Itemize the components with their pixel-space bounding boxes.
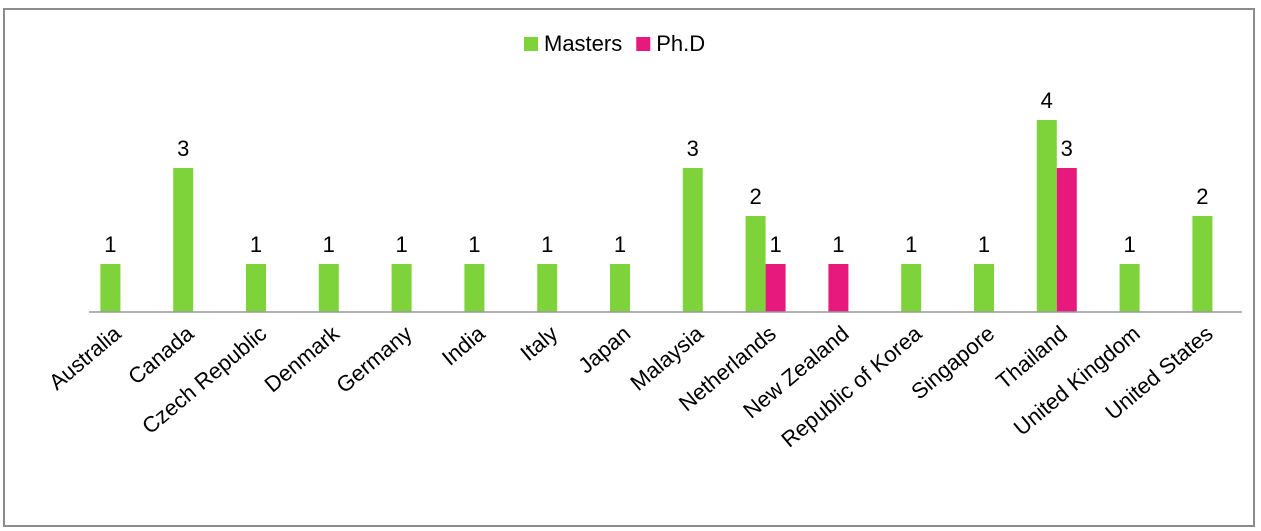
data-label-masters-australia: 1: [104, 232, 116, 257]
legend-label-ph-d: Ph.D: [656, 31, 705, 56]
bar-ph-d-netherlands: [765, 264, 786, 312]
data-label-masters-thailand: 4: [1041, 88, 1053, 113]
data-label-masters-singapore: 1: [978, 232, 990, 257]
bar-masters-thailand: [1036, 120, 1057, 312]
bar-masters-italy: [537, 264, 558, 312]
legend: Masters Ph.D: [524, 31, 705, 56]
category-label-germany: Germany: [331, 321, 416, 398]
category-label-india: India: [437, 320, 490, 370]
bar-ph-d-new-zealand: [828, 264, 849, 312]
legend-swatch-ph-d: [636, 37, 651, 51]
bar-masters-canada: [173, 168, 194, 312]
data-label-masters-italy: 1: [541, 232, 553, 257]
bar-masters-malaysia: [682, 168, 703, 312]
data-label-masters-united-states: 2: [1196, 184, 1208, 209]
data-label-masters-japan: 1: [614, 232, 626, 257]
data-label-masters-netherlands: 2: [749, 184, 761, 209]
bar-ph-d-thailand: [1056, 168, 1077, 312]
category-label-australia: Australia: [44, 320, 126, 395]
category-label-czech-republic: Czech Republic: [137, 321, 271, 439]
data-label-ph-d-thailand: 3: [1061, 136, 1073, 161]
data-label-masters-republic-of-korea: 1: [905, 232, 917, 257]
data-label-ph-d-new-zealand: 1: [832, 232, 844, 257]
category-label-denmark: Denmark: [260, 320, 345, 397]
legend-label-masters: Masters: [544, 31, 622, 56]
bar-masters-republic-of-korea: [901, 264, 922, 312]
data-label-masters-germany: 1: [395, 232, 407, 257]
legend-swatch-masters: [524, 37, 538, 51]
bar-masters-japan: [610, 264, 630, 312]
bar-masters-czech-republic: [246, 264, 266, 312]
category-label-japan: Japan: [573, 321, 635, 379]
data-label-masters-czech-republic: 1: [250, 232, 262, 257]
data-label-masters-canada: 3: [177, 136, 189, 161]
category-label-italy: Italy: [515, 321, 562, 366]
data-label-masters-denmark: 1: [323, 232, 335, 257]
bar-masters-india: [464, 264, 485, 312]
data-label-masters-malaysia: 3: [687, 136, 699, 161]
bar-masters-germany: [391, 264, 412, 312]
bar-masters-australia: [100, 264, 121, 312]
bars: [100, 120, 1213, 312]
data-label-masters-united-kingdom: 1: [1123, 232, 1135, 257]
category-label-united-kingdom: United Kingdom: [1009, 321, 1145, 441]
bar-masters-united-states: [1192, 216, 1213, 312]
data-label-masters-india: 1: [468, 232, 480, 257]
bar-masters-united-kingdom: [1119, 264, 1140, 312]
bar-masters-denmark: [318, 264, 339, 312]
bar-masters-netherlands: [745, 216, 766, 312]
bar-masters-singapore: [974, 264, 994, 312]
data-label-ph-d-netherlands: 1: [769, 232, 781, 257]
